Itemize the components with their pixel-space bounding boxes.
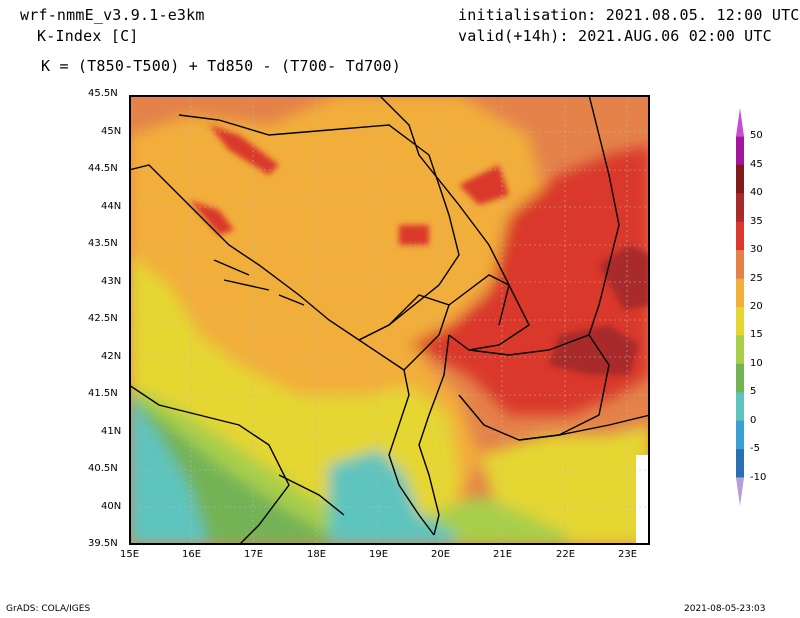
bulgaria-border: [588, 95, 620, 336]
colorbar-tick-label: 45: [750, 158, 763, 170]
colorbar-tick-label: 30: [750, 244, 763, 256]
colorbar-segment: [736, 221, 744, 251]
colorbar-tick-label: 0: [750, 414, 757, 426]
colorbar-segment: [736, 164, 744, 194]
colorbar-segment: [736, 250, 744, 280]
lat-label: 40.5N: [88, 463, 118, 474]
variable-title: K-Index [C]: [37, 27, 139, 45]
coastlines-borders: [129, 95, 650, 545]
colorbar-tick-label: -5: [750, 443, 760, 455]
italy-coast: [129, 384, 290, 545]
streak-3: [399, 225, 429, 245]
streak-2: [189, 200, 234, 235]
lon-label: 20E: [431, 549, 451, 560]
lon-label: 18E: [307, 549, 327, 560]
colorbar-segment: [736, 335, 744, 365]
init-time: initialisation: 2021.08.05. 12:00 UTC: [458, 6, 800, 24]
lat-label: 41.5N: [88, 388, 118, 399]
lon-label: 19E: [369, 549, 389, 560]
lat-label: 44.5N: [88, 163, 118, 174]
colorbar-segment: [736, 420, 744, 450]
colorbar-segment: [736, 363, 744, 393]
k-index-map: [129, 95, 650, 545]
lon-label: 22E: [556, 549, 576, 560]
lat-label: 41N: [101, 426, 122, 437]
colorbar-tick-label: 40: [750, 187, 763, 199]
graticule: [129, 95, 650, 545]
lat-label: 40N: [101, 501, 122, 512]
greece-border: [518, 414, 650, 441]
colorbar-segment: [736, 307, 744, 336]
colorbar-tick-label: 20: [750, 301, 763, 312]
lat-label: 42N: [101, 351, 122, 362]
map-svg: [129, 95, 650, 545]
lat-label: 44N: [101, 201, 122, 212]
lon-label: 17E: [244, 549, 264, 560]
no-data-strip: [636, 455, 650, 545]
bosnia-border: [178, 114, 460, 341]
lat-label: 39.5N: [88, 538, 118, 549]
colorbar-tick-label: 25: [750, 272, 763, 284]
colorbar-segment: [736, 392, 744, 422]
field-35-40: [549, 325, 639, 375]
macedonia-border: [458, 334, 610, 441]
lon-label: 16E: [182, 549, 202, 560]
albania-coast: [388, 369, 435, 536]
model-title: wrf-nmmE_v3.9.1-e3km: [20, 6, 205, 24]
colorbar-tick-label: 10: [750, 357, 763, 369]
colorbar: [736, 108, 744, 506]
valid-time: valid(+14h): 2021.AUG.06 02:00 UTC: [458, 27, 772, 45]
italy-heel: [278, 474, 345, 516]
formula-title: K = (T850-T500) + Td850 - (T700- Td700): [41, 57, 401, 75]
lon-label: 15E: [120, 549, 140, 560]
colorbar-tick-label: 5: [750, 386, 757, 398]
footer-credit: GrADS: COLA/IGES: [6, 604, 91, 614]
lat-label: 45N: [101, 126, 122, 137]
lon-label: 23E: [618, 549, 638, 560]
lat-label: 45.5N: [88, 88, 118, 99]
colorbar-tick-label: -10: [750, 471, 767, 483]
colorbar-segment: [736, 278, 744, 308]
streak-4: [459, 165, 509, 205]
lat-label: 43N: [101, 276, 122, 287]
islands: [213, 259, 305, 306]
field-35-40-north: [599, 245, 650, 310]
streak-1: [209, 125, 279, 175]
colorbar-segment: [736, 449, 744, 478]
lon-label: 21E: [493, 549, 513, 560]
colorbar-tick-label: 15: [750, 329, 763, 341]
field-0-5-gulf: [329, 450, 459, 545]
lat-label: 43.5N: [88, 238, 118, 249]
albania-east-border: [418, 334, 450, 536]
colorbar-tick-label: 35: [750, 215, 763, 227]
colorbar-segment: [736, 136, 744, 166]
colorbar-tick-label: 50: [750, 130, 763, 142]
colorbar-bottom-arrow: [736, 477, 744, 506]
colorbar-segment: [736, 193, 744, 223]
colorbar-top-arrow: [736, 108, 744, 137]
croatia-coast: [129, 164, 405, 371]
lat-label: 42.5N: [88, 313, 118, 324]
footer-timestamp: 2021-08-05-23:03: [684, 604, 766, 614]
